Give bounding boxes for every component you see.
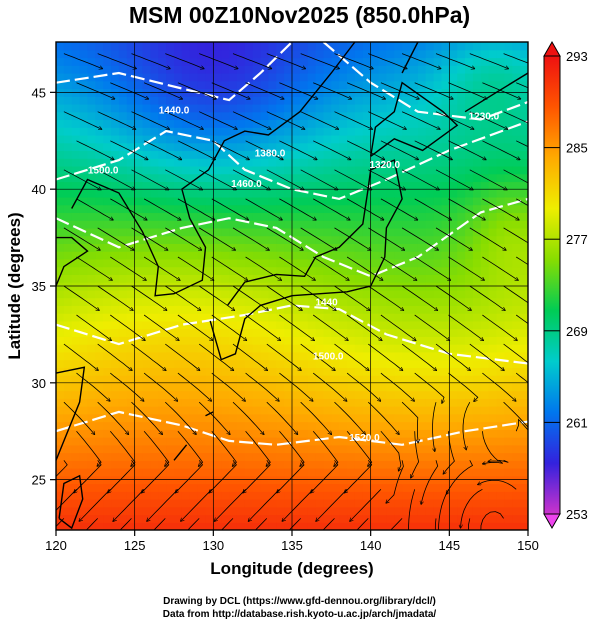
contour-labels: 1440.0 1460.0 1380.0 1320.0 1230.0 1500.0 1440… (88, 106, 500, 444)
contour-label: 1440 (315, 297, 338, 308)
y-tick-label: 40 (32, 182, 46, 197)
colorbar: 253 261 269 277 285 293 (543, 40, 588, 530)
colorbar-tick-label: 253 (566, 507, 588, 522)
contour-label: 1230.0 (469, 112, 500, 123)
contour-label: 1380.0 (255, 148, 286, 159)
coastlines (56, 42, 528, 530)
y-tick-label: 35 (32, 279, 46, 294)
x-tick-label: 120 (45, 538, 67, 553)
colorbar-tick-label: 277 (566, 232, 588, 247)
y-tick-label: 25 (32, 473, 46, 488)
contour-label: 1440.0 (159, 106, 190, 117)
x-tick-label: 145 (438, 538, 460, 553)
credit-drawing: Drawing by DCL (https://www.gfd-dennou.o… (163, 596, 436, 607)
x-tick-label: 125 (124, 538, 146, 553)
colorbar-scale (543, 55, 561, 515)
colorbar-tick-label: 269 (566, 324, 588, 339)
y-axis-label: Latitude (degrees) (5, 212, 24, 359)
contour-label: 1500.0 (313, 352, 344, 363)
contour-label: 1460.0 (231, 179, 262, 190)
contour-label: 1520.0 (349, 433, 380, 444)
x-tick-label: 150 (517, 538, 539, 553)
colorbar-max-arrow (543, 40, 561, 57)
colorbar-tick-label: 261 (566, 415, 588, 430)
x-tick-label: 140 (360, 538, 382, 553)
axis-ticks: 120 125 130 135 140 145 150 25 30 35 40 45 (32, 85, 539, 553)
x-axis-label: Longitude (degrees) (210, 559, 373, 578)
colorbar-tick-label: 293 (566, 49, 588, 64)
page-title: MSM 00Z10Nov2025 (850.0hPa) (128, 2, 471, 28)
y-tick-label: 30 (32, 376, 46, 391)
contour-label: 1500.0 (88, 166, 119, 177)
contour-label: 1320.0 (370, 160, 401, 171)
lat-lon-grid (56, 42, 528, 530)
y-tick-label: 45 (32, 85, 46, 100)
x-tick-label: 130 (202, 538, 224, 553)
x-tick-label: 135 (281, 538, 303, 553)
colorbar-tick-label: 285 (566, 141, 588, 156)
colorbar-min-arrow (543, 513, 561, 530)
wind-streamlines (56, 53, 528, 530)
credit-data: Data from http://database.rish.kyoto-u.a… (162, 609, 437, 620)
